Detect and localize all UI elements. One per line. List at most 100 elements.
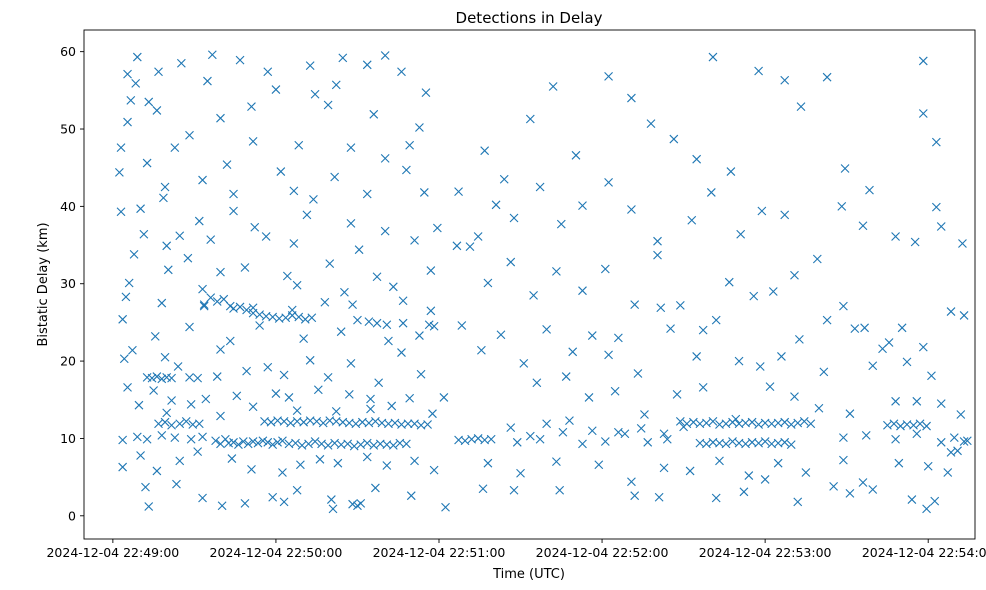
data-point bbox=[424, 320, 434, 330]
data-point bbox=[397, 67, 406, 77]
data-point bbox=[653, 236, 662, 246]
data-point bbox=[604, 178, 613, 187]
data-point bbox=[326, 495, 336, 504]
data-point bbox=[235, 55, 245, 65]
data-point bbox=[157, 298, 167, 308]
data-point bbox=[405, 393, 415, 403]
data-point bbox=[123, 382, 132, 392]
data-point bbox=[240, 263, 250, 272]
data-point bbox=[640, 410, 649, 419]
data-point bbox=[721, 419, 731, 429]
data-point bbox=[923, 461, 933, 471]
data-point bbox=[131, 78, 141, 88]
data-point bbox=[491, 200, 501, 210]
data-point bbox=[157, 430, 167, 440]
data-point bbox=[734, 356, 744, 366]
data-point bbox=[119, 354, 129, 364]
data-point bbox=[167, 396, 176, 405]
data-point bbox=[299, 334, 309, 344]
data-point bbox=[160, 352, 170, 362]
data-point bbox=[672, 389, 682, 399]
data-point bbox=[786, 420, 796, 429]
data-point bbox=[552, 457, 561, 467]
x-axis-label: Time (UTC) bbox=[492, 567, 565, 582]
data-point bbox=[604, 72, 613, 81]
data-point bbox=[706, 188, 716, 197]
data-point bbox=[366, 404, 375, 414]
data-point bbox=[198, 175, 207, 185]
data-point bbox=[819, 367, 829, 377]
data-point bbox=[627, 93, 636, 103]
data-point bbox=[364, 317, 374, 327]
data-point bbox=[486, 434, 496, 444]
data-point bbox=[692, 154, 702, 164]
data-point bbox=[796, 102, 806, 111]
data-point bbox=[271, 85, 281, 94]
data-point bbox=[506, 257, 516, 267]
data-point bbox=[287, 311, 297, 320]
data-point bbox=[578, 286, 587, 296]
data-point bbox=[282, 271, 292, 281]
data-point bbox=[426, 306, 436, 316]
data-point bbox=[627, 205, 636, 214]
data-point bbox=[496, 330, 506, 340]
data-point bbox=[780, 437, 790, 447]
data-point bbox=[349, 441, 359, 451]
data-point bbox=[478, 484, 488, 494]
data-point bbox=[687, 215, 697, 225]
data-point bbox=[123, 69, 132, 79]
data-point bbox=[760, 437, 770, 446]
data-point bbox=[124, 278, 134, 288]
data-point bbox=[313, 385, 323, 395]
data-point bbox=[114, 167, 124, 177]
data-point bbox=[302, 210, 312, 220]
data-point bbox=[397, 348, 406, 357]
data-point bbox=[276, 167, 286, 176]
data-point bbox=[372, 318, 382, 328]
data-point bbox=[167, 373, 176, 383]
data-point bbox=[812, 254, 822, 264]
data-point bbox=[927, 371, 936, 381]
data-point bbox=[794, 335, 804, 344]
data-point bbox=[558, 427, 568, 437]
data-point bbox=[682, 419, 692, 429]
data-point bbox=[768, 287, 778, 296]
data-point bbox=[242, 366, 251, 376]
data-point bbox=[144, 502, 154, 511]
data-point bbox=[910, 237, 920, 247]
data-point bbox=[263, 67, 273, 77]
data-point bbox=[207, 50, 217, 60]
data-point bbox=[248, 308, 258, 318]
data-point bbox=[410, 456, 419, 466]
data-point bbox=[390, 418, 400, 428]
data-point bbox=[150, 331, 160, 341]
data-point bbox=[757, 206, 767, 216]
data-point bbox=[212, 297, 222, 306]
data-point bbox=[415, 123, 424, 132]
data-point bbox=[822, 315, 832, 325]
data-markers bbox=[114, 50, 972, 514]
data-point bbox=[568, 347, 578, 357]
data-point bbox=[519, 359, 529, 368]
data-point bbox=[132, 432, 142, 442]
data-point bbox=[958, 239, 967, 248]
data-point bbox=[773, 458, 783, 468]
data-point bbox=[136, 451, 145, 460]
data-point bbox=[777, 352, 786, 361]
data-point bbox=[344, 389, 354, 399]
data-point bbox=[428, 409, 437, 419]
data-point bbox=[909, 420, 918, 430]
data-point bbox=[535, 182, 545, 192]
data-point bbox=[372, 272, 382, 282]
data-point bbox=[232, 391, 242, 401]
data-point bbox=[780, 210, 790, 220]
data-point bbox=[291, 438, 300, 448]
data-point bbox=[183, 253, 193, 263]
data-point bbox=[765, 382, 775, 391]
data-point bbox=[861, 430, 871, 440]
data-point bbox=[320, 297, 330, 307]
data-point bbox=[918, 56, 928, 66]
data-point bbox=[331, 406, 341, 416]
data-point bbox=[465, 242, 475, 251]
